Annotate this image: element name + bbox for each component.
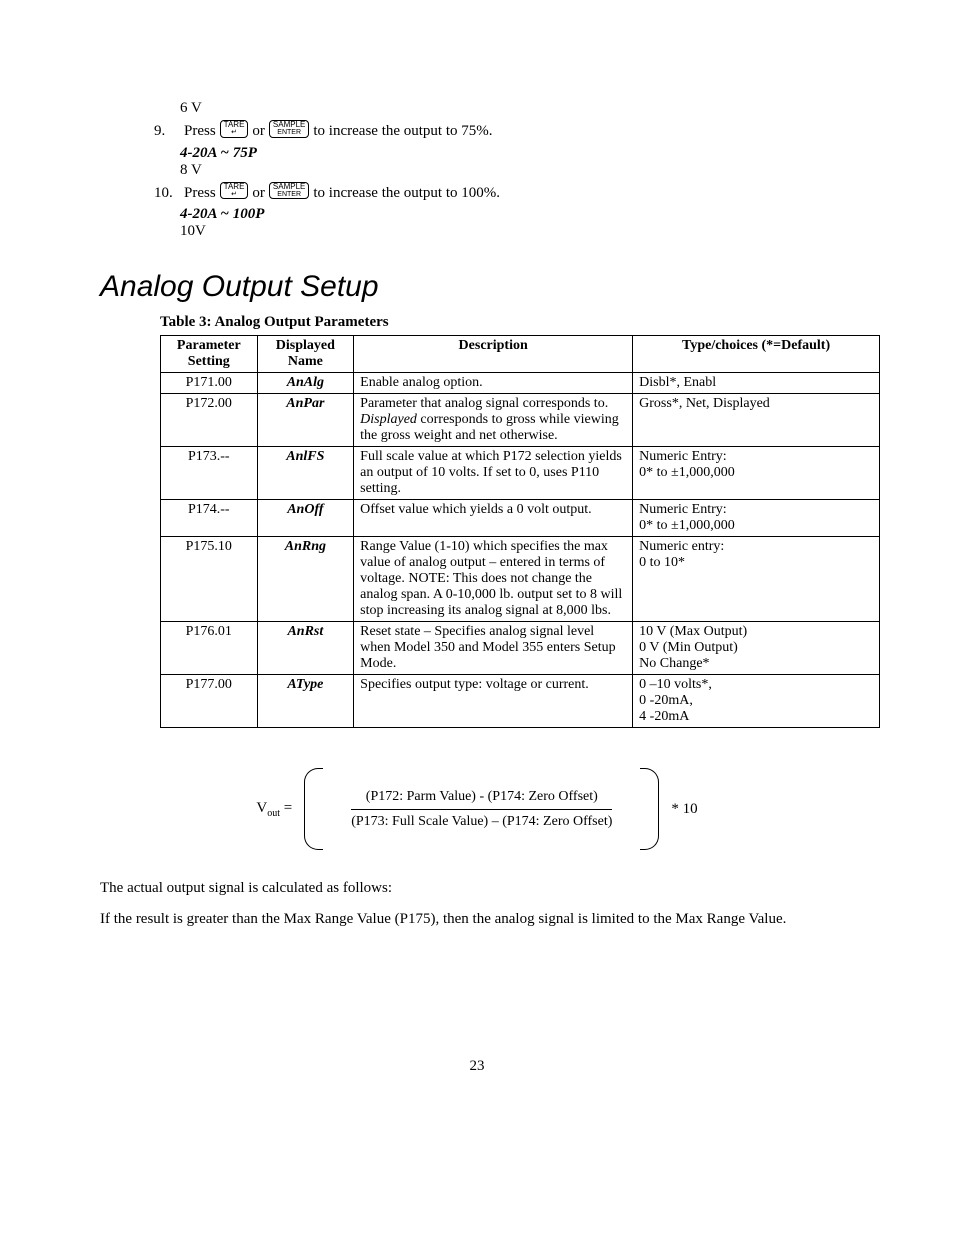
table-cell: Reset state – Specifies analog signal le… xyxy=(354,622,633,675)
table-cell: 0 –10 volts*,0 -20mA,4 -20mA xyxy=(633,675,880,728)
table-cell: Numeric Entry:0* to ±1,000,000 xyxy=(633,447,880,500)
table-cell: AnRng xyxy=(257,537,354,622)
step-text-b: to increase the output to 75%. xyxy=(313,123,492,140)
col-header: Description xyxy=(354,336,633,373)
table-cell: AnRst xyxy=(257,622,354,675)
or-text: or xyxy=(252,185,265,202)
table-cell: 10 V (Max Output)0 V (Min Output)No Chan… xyxy=(633,622,880,675)
formula-multiplier: * 10 xyxy=(671,801,697,818)
table-cell: Offset value which yields a 0 volt outpu… xyxy=(354,500,633,537)
voltage-value: 10V xyxy=(180,223,854,240)
col-header: Type/choices (*=Default) xyxy=(633,336,880,373)
voltage-value: 8 V xyxy=(180,162,854,179)
right-brace-icon xyxy=(640,768,659,850)
table-cell: P173.-- xyxy=(161,447,258,500)
table-row: P176.01AnRstReset state – Specifies anal… xyxy=(161,622,880,675)
table-cell: P175.10 xyxy=(161,537,258,622)
table-cell: Parameter that analog signal corresponds… xyxy=(354,394,633,447)
step-number: 9. xyxy=(154,123,180,140)
left-brace-icon xyxy=(304,768,323,850)
tare-key-icon: TARE↵ xyxy=(220,182,249,200)
table-row: P177.00ATypeSpecifies output type: volta… xyxy=(161,675,880,728)
step-text-a: Press xyxy=(184,123,216,140)
formula-numerator: (P172: Parm Value) - (P174: Zero Offset) xyxy=(351,789,612,805)
or-text: or xyxy=(252,123,265,140)
table-cell: P177.00 xyxy=(161,675,258,728)
table-cell: AType xyxy=(257,675,354,728)
step-text-b: to increase the output to 100%. xyxy=(313,185,500,202)
col-header: Parameter Setting xyxy=(161,336,258,373)
tare-key-icon: TARE↵ xyxy=(220,120,249,138)
table-cell: Numeric Entry:0* to ±1,000,000 xyxy=(633,500,880,537)
table-row: P175.10AnRngRange Value (1-10) which spe… xyxy=(161,537,880,622)
table-cell: AnlFS xyxy=(257,447,354,500)
table-row: P174.--AnOffOffset value which yields a … xyxy=(161,500,880,537)
table-row: P172.00AnParParameter that analog signal… xyxy=(161,394,880,447)
sample-enter-key-icon: SAMPLEENTER xyxy=(269,182,309,200)
table-cell: P171.00 xyxy=(161,373,258,394)
body-text: The actual output signal is calculated a… xyxy=(100,880,854,897)
table-cell: P172.00 xyxy=(161,394,258,447)
vout-formula: Vout = (P172: Parm Value) - (P174: Zero … xyxy=(100,768,854,850)
table-cell: AnAlg xyxy=(257,373,354,394)
table-caption: Table 3: Analog Output Parameters xyxy=(160,314,854,331)
table-cell: Disbl*, Enabl xyxy=(633,373,880,394)
table-row: P173.--AnlFSFull scale value at which P1… xyxy=(161,447,880,500)
col-header: Displayed Name xyxy=(257,336,354,373)
table-cell: Enable analog option. xyxy=(354,373,633,394)
page-number: 23 xyxy=(100,1058,854,1075)
sample-enter-key-icon: SAMPLEENTER xyxy=(269,120,309,138)
table-row: P171.00AnAlgEnable analog option.Disbl*,… xyxy=(161,373,880,394)
table-cell: P176.01 xyxy=(161,622,258,675)
step-number: 10. xyxy=(154,185,180,202)
table-cell: Specifies output type: voltage or curren… xyxy=(354,675,633,728)
parameters-table: Parameter Setting Displayed Name Descrip… xyxy=(160,335,880,728)
table-cell: Full scale value at which P172 selection… xyxy=(354,447,633,500)
formula-denominator: (P173: Full Scale Value) – (P174: Zero O… xyxy=(351,814,612,830)
table-cell: AnOff xyxy=(257,500,354,537)
display-readout: 4-20A ~ 75P xyxy=(180,145,854,162)
display-readout: 4-20A ~ 100P xyxy=(180,206,854,223)
table-cell: Numeric entry:0 to 10* xyxy=(633,537,880,622)
table-cell: Gross*, Net, Displayed xyxy=(633,394,880,447)
prev-value: 6 V xyxy=(180,100,202,116)
table-cell: P174.-- xyxy=(161,500,258,537)
table-cell: AnPar xyxy=(257,394,354,447)
body-text: If the result is greater than the Max Ra… xyxy=(100,911,854,928)
section-heading: Analog Output Setup xyxy=(100,270,854,304)
table-cell: Range Value (1-10) which specifies the m… xyxy=(354,537,633,622)
step-text-a: Press xyxy=(184,185,216,202)
